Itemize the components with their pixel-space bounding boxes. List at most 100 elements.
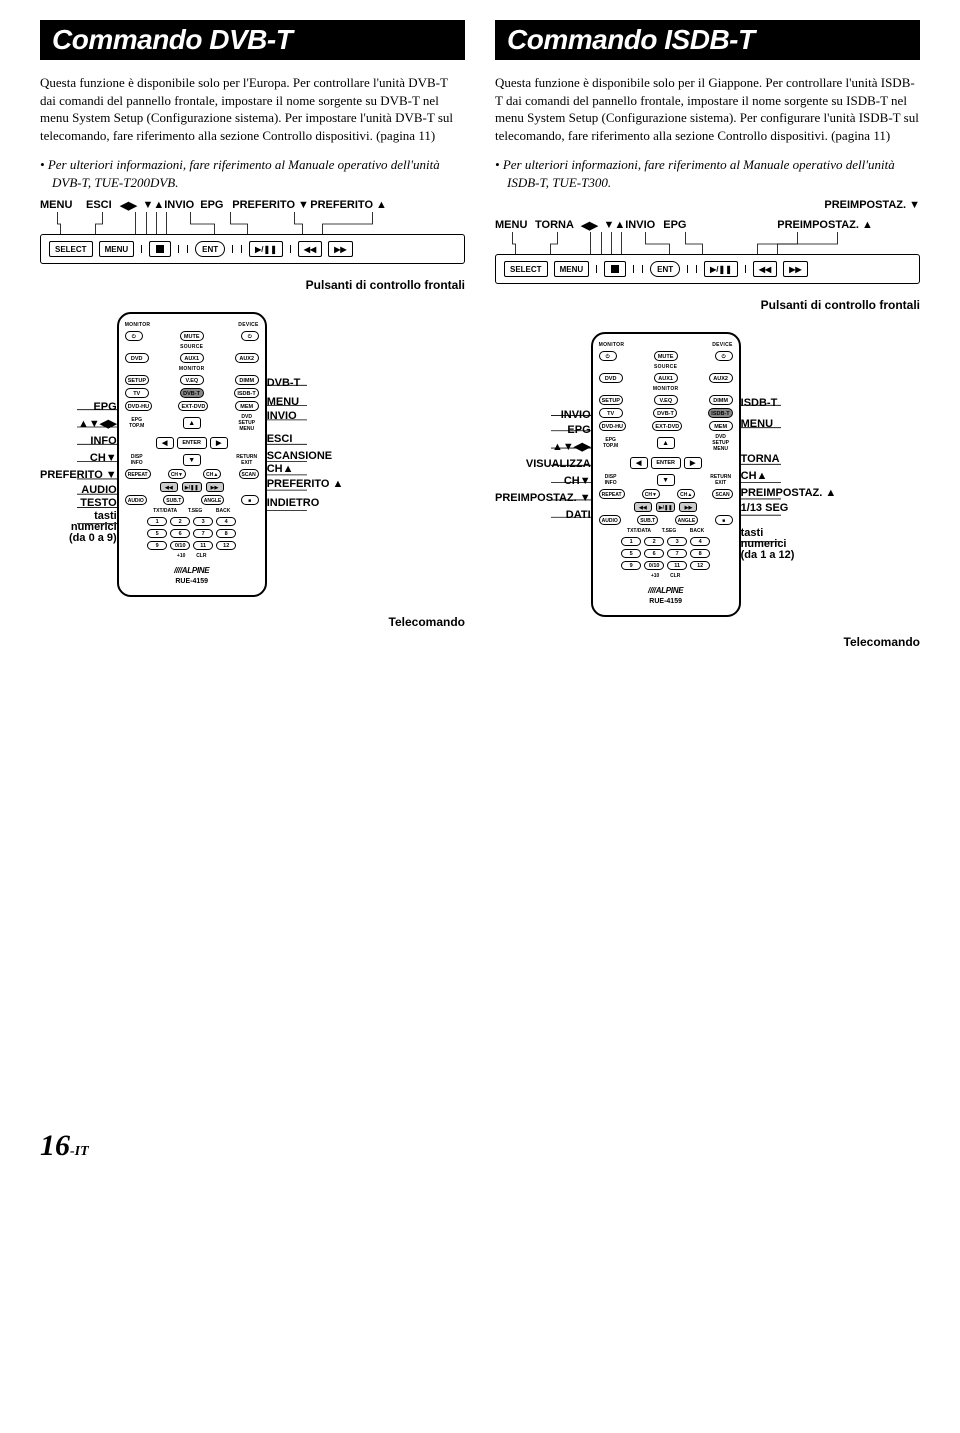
rb-aux2: AUX2	[235, 353, 259, 363]
rb-aux2-r: AUX2	[709, 373, 733, 383]
rr-indietro: INDIETRO	[267, 498, 344, 509]
rb-dvdhu: DVD-HU	[125, 401, 152, 411]
rr-isdbt: ISDB-T	[741, 398, 837, 409]
rb-audio-r: AUDIO	[599, 515, 621, 525]
rl-prefdn: PREFERITO ▼	[40, 470, 117, 481]
rb-mon2: MONITOR	[125, 366, 259, 372]
lbl-pref-up: PREFERITO ▲	[310, 199, 387, 212]
column-dvbt: Commando DVB-T Questa funzione è disponi…	[40, 20, 465, 649]
rl-dati: DATI	[495, 510, 591, 521]
rb-chup: CH▲	[203, 469, 221, 479]
rb-enter: ENTER	[177, 437, 207, 449]
front-panel-dvbt: SELECT MENU ENT ▶/❚❚ ◀◀ ▶▶	[40, 234, 465, 264]
rl-arrows: ▲▼◀▶	[40, 419, 117, 430]
rb-down-r: ▼	[657, 474, 675, 486]
rb-chdn-r: CH▼	[642, 489, 660, 499]
rb-clr-r: CLR	[670, 573, 680, 579]
rb-pwr2-r: ⏻	[715, 351, 733, 361]
rb-left-r: ◀	[630, 457, 648, 469]
fp-next-r: ▶▶	[783, 261, 807, 277]
page-footer: 16-IT	[40, 1129, 920, 1163]
rb-mute-r: MUTE	[654, 351, 678, 361]
rb-6-r: 6	[644, 549, 664, 558]
rr-chup-r: CH▲	[741, 471, 837, 482]
rl-epg: EPG	[40, 402, 117, 413]
remote-labels-right-dvbt: DVB-T MENU INVIO ESCI SCANSIONE CH▲ PREF…	[267, 312, 344, 509]
rb-monitor-r: MONITOR	[599, 342, 625, 348]
rl-invio-r: INVIO	[495, 410, 591, 421]
rr-dvbt: DVB-T	[267, 378, 344, 389]
arrow-down-icon: ▼	[142, 199, 153, 212]
rb-subt: SUB.T	[163, 495, 184, 505]
fp-playpause-r: ▶/❚❚	[704, 261, 738, 277]
title-dvbt: Commando DVB-T	[40, 20, 465, 60]
rb-extdvd-r: EXT-DVD	[652, 421, 682, 431]
column-isdbt: Commando ISDB-T Questa funzione è dispon…	[495, 20, 920, 649]
rb-dimm: DIMM	[235, 375, 259, 385]
rb-play2: ▶/❚❚	[182, 482, 202, 492]
rb-device: DEVICE	[238, 322, 258, 328]
remote-diagram-isdbt: INVIO EPG ▲▼◀▶ VISUALIZZA CH▼ PREIMPOSTA…	[495, 332, 920, 617]
rb-5-r: 5	[621, 549, 641, 558]
rb-8: 8	[216, 529, 236, 538]
rb-angle-r: ANGLE	[675, 515, 699, 525]
rb-exit: EXIT	[241, 460, 252, 466]
rb-mute: MUTE	[180, 331, 204, 341]
lbl-epg: EPG	[200, 199, 232, 212]
rb-dvdsetup: DVD SETUP	[238, 414, 255, 426]
rb-7: 7	[193, 529, 213, 538]
panel-labels-dvbt: MENU ESCI ◀ ▶ ▼ ▲ INVIO EPG PREFERITO ▼ …	[40, 199, 465, 212]
rb-veq-r: V.EQ	[654, 395, 678, 405]
lbl-epg-r: EPG	[663, 219, 777, 232]
rb-0: 0/10	[170, 541, 190, 550]
rb-12-r: 12	[690, 561, 710, 570]
rb-model: RUE-4159	[125, 578, 259, 585]
rb-0-r: 0/10	[644, 561, 664, 570]
rr-menu-r: MENU	[741, 419, 837, 430]
fp-next: ▶▶	[328, 241, 352, 257]
fp-select: SELECT	[49, 241, 93, 257]
rb-angle: ANGLE	[201, 495, 225, 505]
rr-torna: TORNA	[741, 454, 837, 465]
rb-dvbt-hi: DVB-T	[180, 388, 204, 398]
rr-scan: SCANSIONE	[267, 451, 344, 462]
rb-right-r: ▶	[684, 457, 702, 469]
rl-testo: TESTO	[40, 498, 117, 509]
rb-subt-r: SUB.T	[637, 515, 658, 525]
rb-3-r: 3	[667, 537, 687, 546]
lbl-esci: ESCI	[86, 199, 120, 212]
rb-enter-r: ENTER	[651, 457, 681, 469]
lbl-invio-r: INVIO	[625, 219, 663, 232]
rb-11: 11	[193, 541, 213, 550]
lbl-pref-dn: PREFERITO ▼	[232, 199, 310, 212]
fp-prev: ◀◀	[298, 241, 322, 257]
remote-caption-dvbt: Telecomando	[40, 615, 465, 629]
rb-tv: TV	[125, 388, 149, 398]
rb-source: SOURCE	[125, 344, 259, 350]
fp-ent: ENT	[195, 241, 225, 257]
panel-caption-dvbt: Pulsanti di controllo frontali	[40, 278, 465, 292]
panel-labels-top-isdbt: PREIMPOSTAZ. ▼	[495, 199, 920, 211]
rb-aux1-r: AUX1	[654, 373, 678, 383]
remote-labels-left-dvbt: EPG ▲▼◀▶ INFO CH▼ PREFERITO ▼ AUDIO TEST…	[40, 312, 117, 544]
panel-caption-isdbt: Pulsanti di controllo frontali	[495, 298, 920, 312]
rb-topm-r: TOP.M	[603, 443, 618, 449]
rb-dvd-r: DVD	[599, 373, 623, 383]
rb-pwr1-r: ⏻	[599, 351, 617, 361]
rr-menu: MENU	[267, 397, 344, 408]
rb-9-r: 9	[621, 561, 641, 570]
rb-plus10-r: +10	[651, 573, 659, 579]
lbl-torna: TORNA	[535, 219, 581, 232]
rb-dvbt-r: DVB-T	[653, 408, 677, 418]
remote-body-dvbt: MONITORDEVICE ⏻MUTE⏻ SOURCE DVDAUX1AUX2 …	[117, 312, 267, 597]
rb-isdbt-hi: ISDB-T	[708, 408, 732, 418]
rb-stop2: ■	[241, 495, 259, 505]
fp-stop	[149, 241, 171, 257]
lbl-invio: INVIO	[164, 199, 200, 212]
remote-diagram-dvbt: EPG ▲▼◀▶ INFO CH▼ PREFERITO ▼ AUDIO TEST…	[40, 312, 465, 597]
rb-1: 1	[147, 517, 167, 526]
rb-8-r: 8	[690, 549, 710, 558]
remote-caption-isdbt: Telecomando	[495, 635, 920, 649]
fp-ent-r: ENT	[650, 261, 680, 277]
arrow-right-icon: ▶	[128, 199, 142, 212]
